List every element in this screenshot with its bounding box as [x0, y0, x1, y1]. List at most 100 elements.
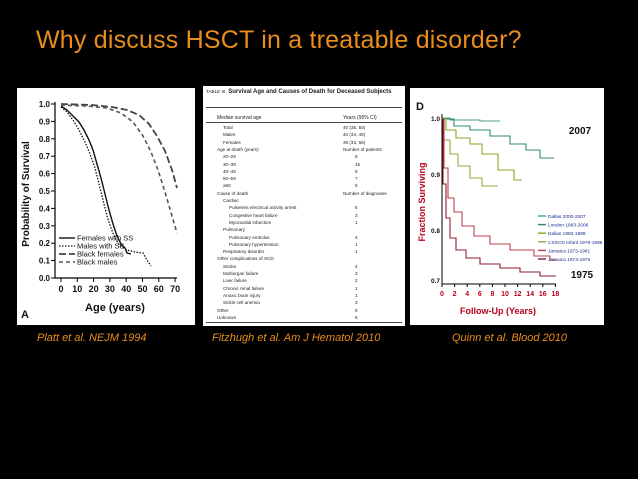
row-label: Males [223, 132, 236, 138]
table-row: Females 39 (33, 56) [203, 139, 405, 146]
row-label: Anoxic brain injury [223, 292, 261, 298]
table-row: Males 40 (34, 49) [203, 131, 405, 138]
row-label: Unknown [217, 314, 237, 320]
legend-item-c: Dallas 1983-1999 [548, 231, 586, 237]
xtick-c: 12 [514, 291, 522, 298]
table-row: Liver failure 2 [203, 277, 405, 284]
ytick-c: 0.9 [431, 172, 440, 179]
row-label: Congestive heart failure [229, 212, 278, 218]
curve-black-males [60, 104, 178, 234]
table-heading: TABLE III. Survival Age and Causes of De… [206, 88, 401, 96]
ytick-c: 1.0 [431, 116, 440, 123]
ytick-a: 0.5 [39, 187, 51, 196]
xtick-a: 20 [89, 284, 99, 294]
row-label: Age at death (years) [217, 146, 259, 152]
table-row: 40–49 8 [203, 168, 405, 175]
xtick-a: 60 [154, 284, 164, 294]
row-label: Stroke [223, 263, 237, 269]
table-row: Cardiac [203, 197, 405, 204]
curve-males-ss [60, 106, 152, 267]
ytick-a: 0.1 [39, 257, 51, 266]
curve-dallas-1983-1999 [442, 118, 522, 181]
xtick-c: 10 [501, 291, 509, 298]
ytick-a: 0.6 [39, 170, 51, 179]
table-row: Stroke 4 [203, 263, 405, 270]
survival-by-sex-figure: 1.0 0.9 0.8 0.7 0.6 0.5 0.4 0.3 0.2 0.1 0.0 0 10 20 30… [17, 88, 195, 325]
row-label: Multiorgan failure [223, 271, 259, 276]
row-value: 3 [355, 212, 358, 218]
legend-males-ss: Males with SS [77, 242, 125, 251]
row-value: Number of patients [343, 146, 382, 152]
row-label: Myocardial infarction [229, 219, 272, 225]
row-value: 6 [355, 314, 358, 320]
curve-jamaica-1973-1981 [442, 118, 556, 261]
row-label: Females [223, 139, 241, 145]
table-row: Age at death (years) Number of patients [203, 146, 405, 153]
xtick-c: 16 [539, 291, 547, 298]
table-row: ≥60 5 [203, 182, 405, 189]
xtick-c: 2 [453, 291, 457, 298]
ytick-a: 0.8 [39, 135, 51, 144]
ytick-a: 0.9 [39, 117, 51, 126]
ylabel-a: Probability of Survival [21, 141, 32, 247]
table-row: Pulmonary hypertension 1 [203, 241, 405, 248]
caption-platt: Platt et al. NEJM 1994 [37, 332, 147, 344]
legend-black-males: Black males [77, 258, 118, 267]
ytick-a: 0.0 [39, 274, 51, 283]
legend-black-females: Black females [77, 250, 124, 259]
row-label: Other [217, 307, 229, 313]
curve-dallas-2000-2007 [442, 117, 500, 122]
row-label: Total [223, 125, 233, 130]
curve-females-ss [60, 105, 132, 255]
row-label: Cause of death [217, 190, 249, 196]
slide-title: Why discuss HSCT in a treatable disorder… [36, 26, 522, 54]
table-row: Respiratory disorder 1 [203, 248, 405, 255]
table-row: Congestive heart failure 3 [203, 212, 405, 219]
ylabel-c: Fraction Surviving [417, 162, 427, 241]
legend-item-c: Jamaica 1973-1975 [548, 257, 590, 263]
row-label: 40–49 [223, 168, 236, 174]
caption-fitzhugh: Fitzhugh et al. Am J Hematol 2010 [212, 332, 381, 344]
col-header-label: Median survival age [217, 115, 262, 121]
row-value: 3 [355, 300, 358, 306]
panel-letter-d: D [416, 101, 424, 113]
legend-a: Females with SS Males with SS Black fema… [59, 234, 133, 267]
row-label: 50–59 [223, 176, 236, 182]
xtick-c: 6 [478, 291, 482, 298]
row-value: 40 (35, 50) [343, 125, 366, 130]
legend-item-c: Dallas 2000-2007 [548, 214, 586, 220]
row-value: 40 (34, 49) [343, 132, 366, 138]
ytick-a: 0.3 [39, 222, 51, 231]
row-value: 1 [355, 249, 358, 255]
row-label: Pulmonary [223, 227, 245, 233]
xtick-a: 40 [121, 284, 131, 294]
row-label: Sickle cell anemia [223, 300, 260, 306]
row-value: 4 [355, 263, 358, 269]
survival-curves-svg: 1.0 0.9 0.8 0.7 0.6 0.5 0.4 0.3 0.2 0.1 0.0 0 10 20 30… [21, 100, 180, 321]
row-value: 8 [355, 154, 358, 160]
row-value: 4 [355, 234, 358, 240]
table-row: Pulmonary embolus 4 [203, 234, 405, 241]
row-value: 2 [355, 278, 358, 284]
row-value: 1 [355, 219, 358, 225]
row-value: 5 [355, 205, 358, 211]
ytick-c: 0.7 [431, 278, 440, 285]
row-value: 1 [355, 285, 358, 291]
table-label: TABLE III. [206, 89, 227, 94]
curve-jamaica-1973-1975 [442, 118, 556, 277]
xlabel-c: Follow-Up (Years) [460, 306, 536, 316]
row-label: Pulseless electrical activity arrest [229, 205, 297, 211]
table-row: 20–29 8 [203, 153, 405, 160]
xtick-c: 14 [526, 291, 534, 298]
legend-c: Dallas 2000-2007 London 1993-2006 Dallas 1… [538, 214, 603, 263]
row-value: 8 [355, 168, 358, 174]
row-value: 6 [355, 307, 358, 313]
xtick-a: 30 [105, 284, 115, 294]
caption-quinn: Quinn et al. Blood 2010 [452, 332, 567, 344]
xtick-c: 8 [490, 291, 494, 298]
label-2007: 2007 [569, 126, 592, 137]
label-1975: 1975 [571, 270, 594, 281]
row-value: 39 (33, 56) [343, 139, 366, 145]
xtick-c: 0 [440, 291, 444, 298]
table-row: Other 6 [203, 307, 405, 314]
